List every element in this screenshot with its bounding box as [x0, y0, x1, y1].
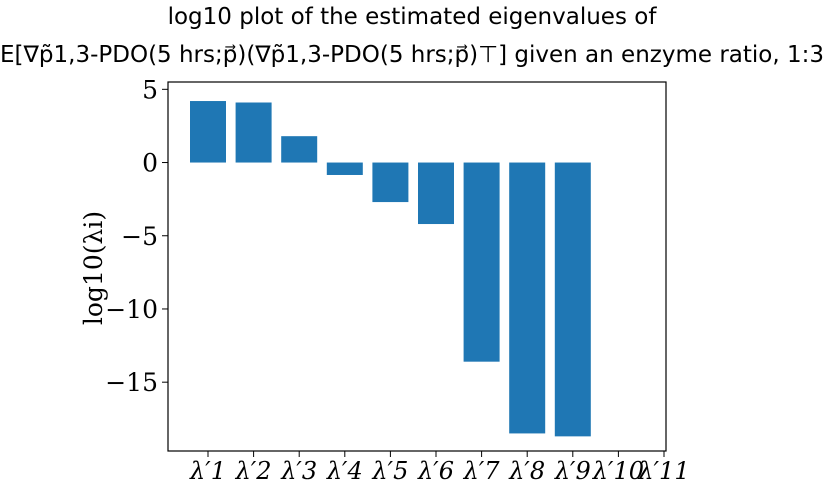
x-tick-label: λ′3 [280, 457, 317, 485]
chart-title: log10 plot of the estimated eigenvalues … [168, 4, 658, 30]
bar-7 [463, 162, 500, 362]
x-tick-label: λ′9 [554, 457, 591, 485]
y-tick-label: −10 [105, 295, 158, 324]
x-tick-label: λ′10 [592, 457, 644, 485]
bar-4 [326, 162, 363, 175]
bar-1 [190, 101, 226, 163]
bar-5 [372, 162, 409, 203]
x-tick-label: λ′6 [417, 457, 454, 485]
y-tick-label: −15 [105, 368, 158, 397]
y-axis-label: log10(λi) [79, 211, 108, 325]
plot-frame [167, 81, 667, 452]
y-tick-label: −5 [121, 222, 158, 251]
x-tick-label: λ′7 [463, 457, 501, 485]
chart-subtitle: E[∇p̃1,3-PDO(5 hrs;p⃗)(∇p̃1,3-PDO(5 hrs;… [0, 42, 824, 68]
x-tick-label: λ′5 [371, 457, 408, 485]
bars-group [190, 101, 591, 437]
x-tick-label: λ′2 [235, 457, 272, 485]
bar-3 [281, 136, 318, 163]
bar-2 [235, 102, 272, 163]
bar-6 [418, 162, 454, 225]
x-tick-label: λ′4 [326, 457, 363, 485]
bar-9 [554, 162, 591, 437]
x-tick-label: λ′8 [508, 457, 545, 485]
y-tick-label: 5 [142, 75, 158, 104]
x-tick-label: λ′11 [637, 457, 689, 485]
y-ticks-group: 5 0 −5 −10 −15 [105, 75, 168, 397]
y-tick-label: 0 [142, 149, 158, 178]
x-ticks-group: λ′1 λ′2 λ′3 λ′4 λ′5 λ′6 λ′7 λ′8 λ′9 λ′10λ′11 [189, 451, 690, 485]
x-tick-label: λ′1 [189, 457, 226, 485]
bar-8 [509, 162, 546, 434]
